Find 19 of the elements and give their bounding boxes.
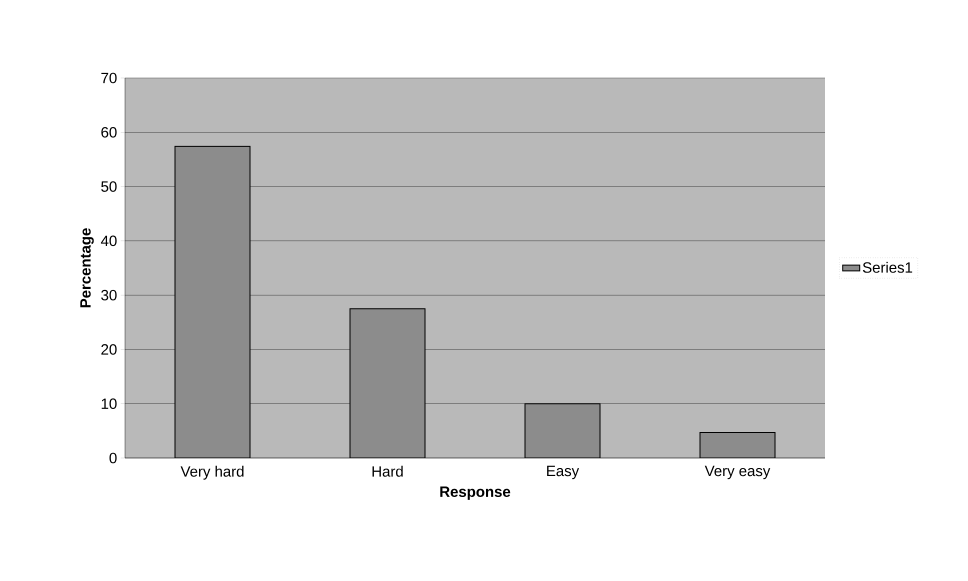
x-tick-label: Very hard [180, 466, 244, 480]
x-axis-title: Response [440, 486, 510, 500]
y-tick-label: 40 [100, 236, 117, 246]
x-tick-label: Very easy [704, 466, 770, 480]
x-tick-label: Easy [547, 466, 580, 480]
y-axis-title: Percentage [80, 228, 94, 308]
y-tick-label: 20 [101, 344, 117, 355]
bar [350, 308, 426, 458]
y-tick-label: 70 [101, 72, 117, 84]
bar [174, 146, 251, 458]
y-tick-label: 0 [109, 452, 117, 464]
y-tick-label: 30 [101, 290, 117, 300]
y-tick-label: 60 [101, 126, 117, 138]
y-tick-label: 10 [102, 398, 117, 409]
x-tick-label: Hard [372, 466, 403, 477]
y-tick-label: 50 [101, 181, 117, 192]
legend-label: Series1 [862, 262, 912, 273]
bar [700, 432, 776, 458]
bar [524, 403, 601, 458]
